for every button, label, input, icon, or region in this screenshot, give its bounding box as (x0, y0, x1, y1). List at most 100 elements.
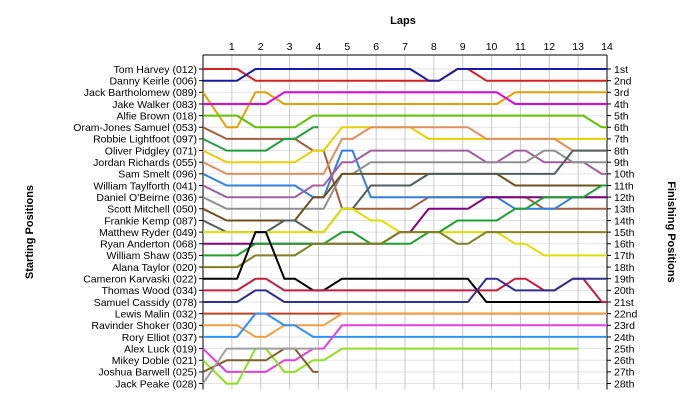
finishing-position-label: 15th (614, 227, 635, 239)
lap-tick-label: 8 (431, 41, 437, 53)
finishing-position-label: 17th (614, 250, 635, 262)
finishing-position-label: 25th (614, 343, 635, 355)
lap-tick-label: 3 (287, 41, 293, 53)
series-line (202, 347, 319, 385)
driver-label: Ravinder Shoker (030) (91, 320, 197, 332)
series-line (202, 91, 607, 129)
finishing-position-label: 19th (614, 274, 635, 286)
finishing-position-label: 20th (614, 285, 635, 297)
driver-label: Tom Harvey (012) (114, 64, 197, 76)
finishing-position-label: 3rd (614, 87, 629, 99)
driver-label: Jack Peake (028) (115, 378, 197, 390)
lap-tick-label: 13 (572, 41, 584, 53)
finishing-position-label: 6th (614, 122, 629, 134)
series-line (203, 312, 607, 338)
driver-label: Alex Luck (019) (124, 343, 197, 355)
driver-label: Thomas Wood (034) (101, 285, 197, 297)
driver-label: Frankie Kemp (087) (104, 215, 197, 227)
driver-label: Sam Smelt (096) (118, 169, 197, 181)
series-line (202, 149, 607, 210)
series-line (202, 149, 607, 210)
lap-tick-label: 12 (543, 41, 555, 53)
series-line (202, 347, 319, 373)
lap-tick-label: 1 (229, 41, 235, 53)
finishing-position-label: 22nd (614, 308, 638, 320)
finishing-position-label: 16th (614, 239, 635, 251)
driver-label: Rory Elliot (037) (122, 332, 197, 344)
finishing-position-label: 27th (614, 367, 635, 379)
driver-label: Jack Bartholomew (089) (84, 87, 197, 99)
driver-label: William Shaw (035) (107, 250, 197, 262)
lap-tick-label: 14 (601, 41, 613, 53)
driver-label: Danny Keirle (006) (109, 75, 197, 87)
series-line (203, 68, 607, 82)
finishing-position-label: 9th (614, 157, 629, 169)
driver-label: Oliver Pidgley (071) (105, 145, 197, 157)
finishing-position-label: 26th (614, 355, 635, 367)
series-line (203, 184, 607, 257)
series-line (202, 172, 607, 222)
finishing-position-label: 13th (614, 204, 635, 216)
lap-tick-label: 5 (344, 41, 350, 53)
finishing-position-label: 1st (614, 64, 628, 76)
driver-label: Daniel O'Beirne (036) (96, 192, 197, 204)
finishing-position-label: 11th (614, 180, 634, 192)
series-line (203, 114, 607, 129)
finishing-position-label: 2nd (614, 75, 632, 87)
x-axis-title: Laps (390, 15, 416, 27)
series-lines (202, 68, 607, 385)
driver-label: Ryan Anderton (068) (100, 239, 197, 251)
driver-label: Mikey Doble (021) (112, 355, 197, 367)
series-line (203, 91, 607, 105)
driver-label: William Taylforth (041) (93, 180, 197, 192)
driver-label: Robbie Lightfoot (097) (93, 134, 197, 146)
finishing-position-labels: 1st2nd3rd4th5th6th7th8th9th10th11th12th1… (614, 64, 638, 391)
series-line (203, 231, 607, 269)
driver-label: Cameron Karvaski (022) (83, 274, 197, 286)
lap-tick-label: 9 (460, 41, 466, 53)
lap-tick-label: 10 (486, 41, 498, 53)
series-line (203, 312, 607, 338)
finishing-position-label: 23rd (614, 320, 635, 332)
driver-label: Oram-Jones Samuel (053) (73, 122, 197, 134)
driver-label: Alfie Brown (018) (116, 110, 197, 122)
driver-label: Jordan Richards (055) (93, 157, 197, 169)
left-axis-title: Starting Positions (24, 185, 36, 279)
series-line (203, 277, 607, 303)
finishing-position-label: 28th (614, 378, 635, 390)
finishing-position-label: 8th (614, 145, 629, 157)
finishing-position-label: 5th (614, 110, 629, 122)
finishing-position-label: 24th (614, 332, 635, 344)
finishing-position-label: 12th (614, 192, 635, 204)
finishing-position-label: 4th (614, 99, 629, 111)
finishing-position-label: 14th (614, 215, 635, 227)
plot-grid (199, 54, 611, 390)
driver-label: Lewis Malin (032) (115, 308, 197, 320)
driver-label: Scott Mitchell (050) (107, 204, 197, 216)
series-line (202, 126, 319, 152)
series-line (202, 347, 579, 385)
finishing-position-label: 21st (614, 297, 634, 309)
series-line (202, 126, 607, 175)
driver-label: Alana Taylor (020) (112, 262, 197, 274)
lap-tick-label: 2 (258, 41, 264, 53)
lap-tick-label: 7 (402, 41, 408, 53)
series-line (202, 149, 607, 234)
finishing-position-label: 7th (614, 134, 629, 146)
right-axis-title: Finishing Positions (665, 181, 677, 282)
finishing-position-label: 10th (614, 169, 635, 181)
driver-label: Matthew Ryder (049) (99, 227, 197, 239)
lap-tick-labels: 1 2 3 4 5 6 7 8 9 10 11 12 13 14 (229, 41, 613, 53)
lap-tick-label: 4 (316, 41, 322, 53)
series-line (202, 149, 607, 199)
lap-tick-label: 11 (515, 41, 526, 53)
lap-tick-label: 6 (373, 41, 379, 53)
driver-label: Joshua Barwell (025) (98, 367, 197, 379)
finishing-position-label: 18th (614, 262, 635, 274)
driver-label: Jake Walker (083) (112, 99, 197, 111)
series-line (203, 231, 607, 303)
series-line (203, 68, 607, 82)
driver-label: Samuel Cassidy (078) (94, 297, 197, 309)
starting-position-labels: Tom Harvey (012)Danny Keirle (006)Jack B… (73, 64, 197, 391)
